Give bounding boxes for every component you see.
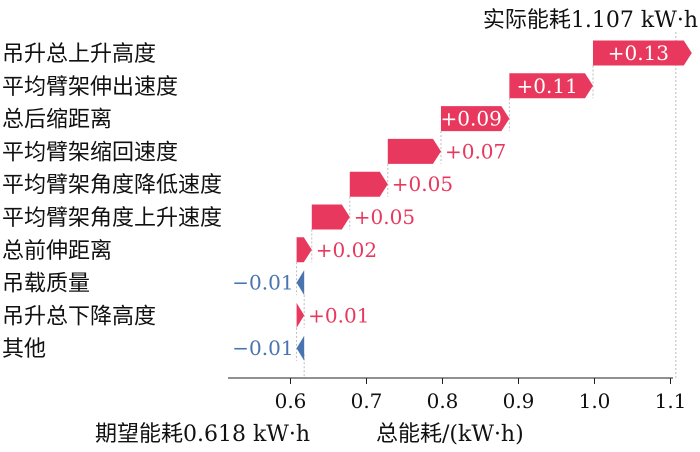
feature-name: 平均臂架角度降低速度 [2, 173, 222, 198]
feature-name: 总前伸距离 [2, 239, 112, 264]
guide-lines [296, 32, 677, 378]
feature-name: 吊升总下降高度 [2, 304, 156, 329]
x-axis: 0.6 0.7 0.8 0.9 1.0 1.1 [228, 377, 687, 413]
value-label: +0.09 [441, 107, 502, 131]
value-label: +0.02 [316, 238, 377, 262]
base-value-label: 期望能耗0.618 kW·h [95, 422, 310, 447]
value-label: +0.07 [445, 139, 506, 163]
value-label: −0.01 [232, 271, 293, 295]
value-label: −0.01 [232, 336, 293, 360]
value-label: +0.01 [308, 303, 369, 327]
contribution-bar [296, 270, 305, 296]
feature-name: 平均臂架角度上升速度 [2, 206, 222, 231]
x-tick-label: 0.6 [275, 389, 307, 413]
contribution-bar [509, 73, 593, 99]
x-tick-label: 0.9 [503, 389, 535, 413]
contribution-bar [296, 302, 305, 328]
x-tick-label: 0.8 [427, 389, 459, 413]
contribution-bar [349, 171, 388, 197]
contribution-bars [296, 40, 692, 361]
contribution-bar [387, 138, 441, 164]
value-label: +0.13 [608, 41, 669, 65]
feature-name: 吊载质量 [2, 272, 90, 297]
feature-names: 吊升总上升高度平均臂架伸出速度总后缩距离平均臂架缩回速度平均臂架角度降低速度平均… [2, 42, 222, 362]
contribution-bar [592, 40, 692, 66]
x-axis-title: 总能耗/(kW·h) [376, 422, 524, 447]
x-tick-label: 1.1 [655, 389, 687, 413]
feature-name: 其他 [2, 337, 46, 362]
feature-name: 吊升总上升高度 [2, 42, 156, 67]
contribution-bar [440, 106, 510, 132]
x-tick-label: 0.7 [351, 389, 383, 413]
contribution-bar [311, 204, 350, 230]
value-label: +0.05 [392, 172, 453, 196]
contribution-bar [296, 237, 312, 263]
value-label: +0.05 [354, 205, 415, 229]
value-labels: +0.13 +0.11 +0.09 +0.07 +0.05 +0.05 +0.02 −0.01… [232, 41, 669, 360]
feature-name: 平均臂架缩回速度 [2, 140, 178, 165]
contribution-bar [296, 335, 305, 361]
x-tick-label: 1.0 [579, 389, 611, 413]
final-value-label: 实际能耗1.107 kW·h [483, 8, 698, 33]
feature-name: 总后缩距离 [2, 108, 112, 133]
feature-name: 平均臂架伸出速度 [2, 75, 178, 100]
value-label: +0.11 [517, 74, 578, 98]
